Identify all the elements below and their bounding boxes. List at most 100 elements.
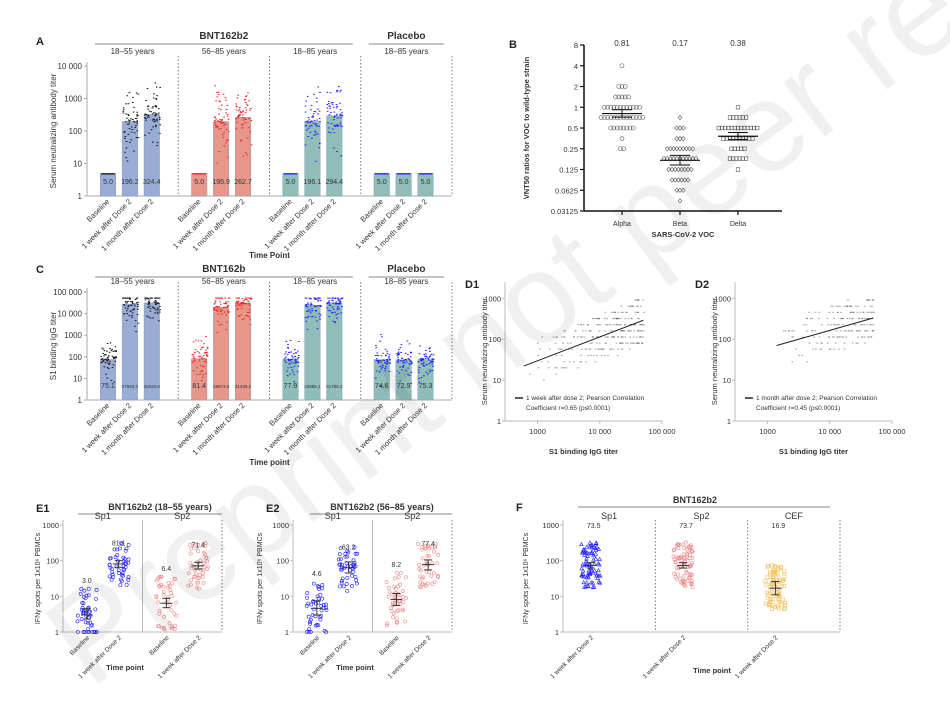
- data-point: [311, 599, 316, 604]
- data-point: [309, 305, 312, 307]
- data-point: [338, 546, 343, 551]
- data-point: [314, 132, 317, 134]
- data-point: [560, 367, 563, 369]
- panel-label-C: C: [36, 264, 44, 276]
- bar-value-label: 5.0: [286, 179, 296, 186]
- data-point: [122, 110, 125, 112]
- data-point: [386, 359, 389, 361]
- data-point: [770, 607, 774, 612]
- data-point: [584, 330, 587, 332]
- data-point: [334, 311, 336, 313]
- data-point: [108, 351, 111, 353]
- data-point: [144, 118, 147, 120]
- data-point: [561, 348, 563, 350]
- data-point: [157, 307, 159, 309]
- data-point: [134, 305, 136, 307]
- data-point: [156, 95, 158, 97]
- data-point: [317, 113, 319, 115]
- data-point: [642, 324, 645, 326]
- data-point: [235, 302, 238, 304]
- data-point: [152, 306, 154, 308]
- data-point: [219, 119, 221, 121]
- data-point: [404, 596, 408, 601]
- data-point: [873, 311, 875, 313]
- gm-label: 71.4: [191, 542, 205, 549]
- data-point: [147, 298, 149, 300]
- panel-label-E1: E1: [36, 503, 49, 515]
- data-point: [589, 542, 594, 547]
- data-point: [863, 305, 866, 307]
- data-point: [330, 312, 333, 314]
- data-point: [773, 572, 778, 577]
- data-point: [103, 350, 106, 352]
- data-point: [151, 141, 154, 143]
- data-point: [560, 354, 563, 357]
- data-point: [341, 584, 346, 589]
- y-tick-label: 10: [551, 592, 559, 601]
- data-point: [558, 348, 560, 350]
- data-point: [836, 324, 839, 326]
- data-point: [792, 330, 795, 332]
- data-point: [420, 582, 425, 586]
- data-point: [245, 122, 247, 124]
- y-tick-label: 1: [497, 417, 501, 426]
- data-point: [605, 104, 610, 110]
- data-point: [384, 623, 389, 628]
- data-point: [617, 311, 619, 313]
- data-point: [287, 344, 289, 346]
- data-point: [740, 115, 745, 120]
- data-point: [86, 627, 90, 632]
- data-point: [216, 91, 218, 93]
- data-point: [403, 619, 408, 624]
- data-point: [198, 358, 201, 360]
- data-point: [158, 297, 161, 299]
- data-point: [213, 307, 216, 309]
- data-point: [126, 302, 128, 304]
- data-point: [827, 336, 830, 338]
- data-point: [547, 361, 549, 363]
- data-point: [216, 307, 219, 309]
- data-point: [593, 541, 599, 546]
- data-point: [286, 354, 289, 356]
- data-point: [336, 125, 338, 127]
- data-point: [634, 311, 637, 313]
- data-point: [198, 352, 201, 354]
- data-point: [128, 297, 131, 299]
- data-point: [595, 336, 598, 338]
- data-point: [377, 362, 380, 364]
- data-point: [196, 374, 199, 376]
- data-point: [622, 94, 628, 100]
- data-point: [573, 336, 575, 338]
- data-point: [377, 360, 379, 362]
- data-point: [680, 136, 686, 142]
- data-point: [315, 584, 320, 588]
- data-point: [549, 348, 551, 350]
- data-point: [334, 124, 336, 126]
- x-axis-title: Time Point: [249, 251, 290, 260]
- data-point: [148, 299, 151, 301]
- data-point: [193, 360, 196, 362]
- data-point: [235, 106, 238, 108]
- data-point: [388, 357, 390, 359]
- data-point: [154, 82, 157, 84]
- data-point: [297, 350, 299, 352]
- group-label: 18–85 years: [293, 277, 337, 286]
- data-point: [318, 617, 323, 622]
- data-point: [294, 358, 297, 360]
- x-axis-title: S1 binding IgG titer: [779, 447, 848, 456]
- data-point: [307, 303, 310, 305]
- data-point: [203, 541, 208, 546]
- data-point: [218, 113, 220, 115]
- data-point: [150, 297, 153, 299]
- data-point: [285, 340, 288, 342]
- data-point: [239, 111, 242, 113]
- x-tick-label: 1 week after Dose 2: [549, 634, 595, 680]
- data-point: [318, 110, 321, 112]
- data-point: [339, 567, 344, 572]
- data-point: [865, 299, 868, 301]
- data-point: [388, 354, 391, 356]
- data-point: [226, 139, 229, 141]
- data-point: [426, 356, 428, 358]
